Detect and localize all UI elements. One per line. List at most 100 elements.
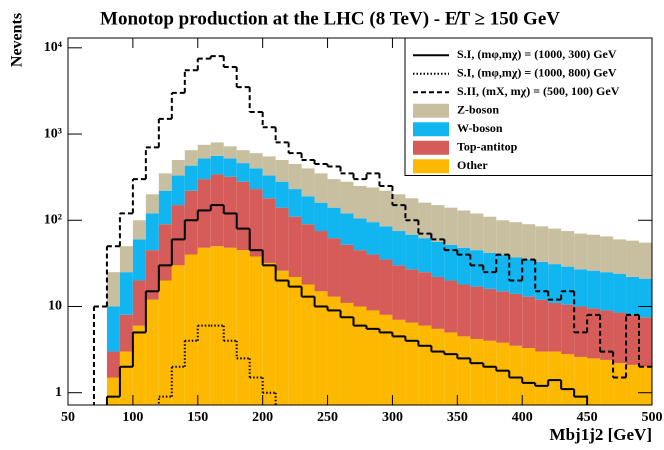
stack-bar [613,273,627,313]
stack-bar [132,280,146,326]
stack-bar [639,317,652,367]
stack-bar [392,194,406,232]
stack-bar [457,336,471,405]
stack-bar [379,259,393,315]
stack-bar [236,150,250,164]
stack-bar [418,202,432,239]
stack-bar [509,345,523,405]
stack-bar [301,224,315,285]
stack-bar [184,190,198,255]
stack-bar [639,366,652,405]
stack-bar [353,185,367,219]
stack-bar [197,179,211,248]
stack-bar [249,189,263,257]
stack-bar [223,176,237,248]
stack-bar [379,190,393,227]
stack-bar [210,246,224,405]
chart-title: Monotop production at the LHC (8 TeV) - … [100,8,560,29]
legend-label: Top-antitop [457,140,518,154]
stack-bar [236,181,250,251]
stack-bar [132,220,146,240]
stack-bar [444,207,458,245]
y-tick-label: 10⁴ [44,40,63,55]
stack-bar [327,179,341,208]
stack-bar [535,351,549,405]
stack-bar [106,272,120,307]
stack-bar [561,304,575,355]
stack-bar [626,276,640,315]
stack-bar [262,262,276,405]
legend-label: Z-boson [457,103,499,117]
stack-bar [639,242,652,279]
stack-bar [210,142,224,156]
stack-bar [626,240,640,277]
stack-bar [340,302,354,405]
stack-bar [587,270,601,309]
stack-bar [509,222,523,258]
stack-bar [496,254,510,292]
stack-bar [353,306,367,405]
stack-bar [522,224,536,260]
stack-bar [470,250,484,287]
stack-bar [574,269,588,307]
stack-bar [561,354,575,405]
stack-bar [418,238,432,273]
stack-bar [197,158,211,180]
stack-bar [197,144,211,159]
data-layer [92,55,652,405]
stack-bar [392,265,406,320]
x-tick-label: 350 [447,410,468,425]
stack-bar [353,218,367,251]
stack-bar [613,312,627,364]
stack-bar [275,181,289,208]
stack-bar [145,299,159,405]
stack-bar [301,168,315,197]
stack-bar [522,347,536,405]
stack-bar [366,254,380,311]
stack-bar [405,198,419,235]
stack-bar [626,364,640,405]
stack-bar [626,314,640,365]
stack-bar [535,299,549,352]
stack-bar [288,163,302,190]
stack-bar [145,194,159,214]
stack-bar [509,293,523,346]
stack-bar [444,332,458,405]
stack-bar [574,356,588,405]
stack-bar [600,359,614,405]
x-tick-label: 100 [122,410,143,425]
stack-bar [639,278,652,318]
stack-bar [431,328,445,405]
stack-bar [210,155,224,175]
stack-bar [314,291,328,405]
stack-bar [457,210,471,248]
stack-bar [535,261,549,300]
stack-bar [106,306,120,352]
legend: S.I, (mφ,mχ) = (1000, 300) GeV S.I, (mφ,m… [404,37,653,176]
stack-bar [275,270,289,405]
stack-bar [366,222,380,255]
stack-bar [548,228,562,265]
stack-bar [171,175,185,206]
x-tick-label: 400 [512,410,533,425]
stack-bar [106,351,120,378]
stack-bar [132,325,146,405]
stack-bar [275,207,289,271]
stack-bar [184,165,198,191]
stack-bar [470,286,484,339]
stack-bar [327,296,341,405]
stack-bar [171,159,185,176]
stack-bar [106,377,120,405]
stack-bar [392,319,406,405]
signal-riser [157,325,277,405]
stack-bar [548,264,562,303]
x-tick-label: 150 [187,410,208,425]
legend-label: S.I, (mφ,mχ) = (1000, 800) GeV [457,66,617,80]
stack-bar [431,205,445,242]
stack-bar [223,146,237,159]
stack-bar [327,238,341,297]
stack-bar [496,291,510,343]
stack-bar [509,257,523,294]
stack-bar [119,272,133,315]
plot-area: 50 100 150 200 250 300 350 400 450 500 1 10 10² 10³ 10… [44,37,663,425]
